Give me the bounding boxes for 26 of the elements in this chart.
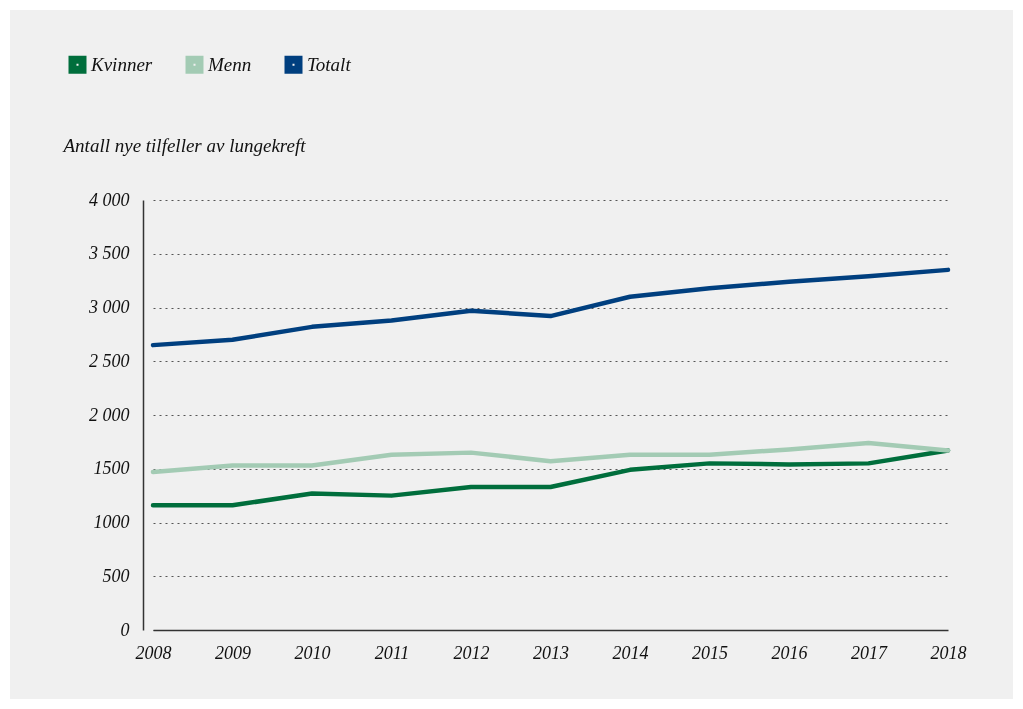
- x-tick-label: 2017: [851, 642, 888, 663]
- x-tick-label: 2008: [135, 642, 172, 663]
- x-tick-label: 2015: [692, 642, 728, 663]
- x-tick-label: 2010: [294, 642, 331, 663]
- x-tick-label: 2011: [374, 642, 410, 663]
- y-tick-label: 3 500: [88, 243, 130, 264]
- line-series: [150, 440, 951, 475]
- x-tick-label: 2012: [453, 642, 490, 663]
- x-tick-label: 2009: [215, 642, 251, 663]
- x-tick-label: 2016: [771, 642, 808, 663]
- y-tick-label: 1500: [93, 458, 130, 479]
- legend-label: Kvinner: [90, 53, 153, 75]
- y-tick-label: 2 500: [89, 350, 130, 371]
- y-tick-label: 4 000: [89, 189, 130, 210]
- x-tick-label: 2014: [612, 642, 649, 663]
- y-tick-label: 2 000: [89, 404, 130, 425]
- x-tick-label: 2013: [533, 642, 569, 663]
- y-tick-label: 1000: [93, 512, 130, 532]
- x-tick-label: 2018: [930, 642, 967, 663]
- y-tick-label: 3 000: [88, 297, 130, 317]
- legend-label: Totalt: [307, 53, 352, 75]
- y-tick-label: 0: [120, 619, 130, 640]
- y-axis-title: Antall nye tilfeller av lungekreft: [61, 134, 307, 156]
- line-series: [150, 267, 951, 348]
- legend-label: Menn: [207, 53, 252, 75]
- y-tick-label: 500: [102, 565, 130, 586]
